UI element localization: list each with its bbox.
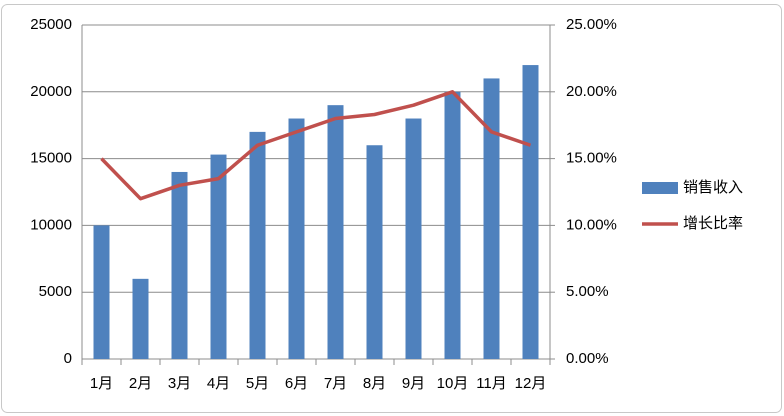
chart-frame [1,4,782,413]
x-tick-label: 8月 [363,375,386,392]
bar [327,105,344,359]
x-tick-label: 6月 [285,375,308,392]
bar [444,91,461,360]
y-tick-label: 20000 [30,83,72,100]
y-tick-label: 0 [64,350,72,367]
x-tick-label: 7月 [324,375,347,392]
bar [366,145,383,359]
x-tick-label: 12月 [515,375,547,392]
bar [132,278,149,359]
bar [171,171,188,359]
bar [210,154,227,359]
y2-tick-label: 0.00% [566,350,609,367]
x-tick-label: 3月 [168,375,191,392]
legend-swatch [642,182,678,194]
x-tick-label: 5月 [246,375,269,392]
y-tick-label: 10000 [30,216,72,233]
y-tick-label: 25000 [30,16,72,33]
bar [93,225,110,359]
y-tick-label: 15000 [30,150,72,167]
bar [483,78,500,359]
legend-label: 销售收入 [683,179,743,196]
x-tick-label: 4月 [207,375,230,392]
y2-tick-label: 10.00% [566,216,617,233]
y2-tick-label: 20.00% [566,83,617,100]
y2-tick-label: 25.00% [566,16,617,33]
y2-tick-label: 5.00% [566,283,609,300]
x-tick-label: 11月 [476,375,507,392]
legend-label: 增长比率 [683,215,743,232]
x-tick-label: 10月 [437,375,469,392]
bar [522,65,539,359]
bar [405,118,422,360]
y-tick-label: 5000 [39,283,72,300]
bar [249,131,266,359]
line [100,90,532,201]
y2-tick-label: 15.00% [566,150,617,167]
x-tick-label: 1月 [90,375,113,392]
x-tick-label: 9月 [402,375,425,392]
bar [288,118,305,360]
x-tick-label: 2月 [129,375,152,392]
